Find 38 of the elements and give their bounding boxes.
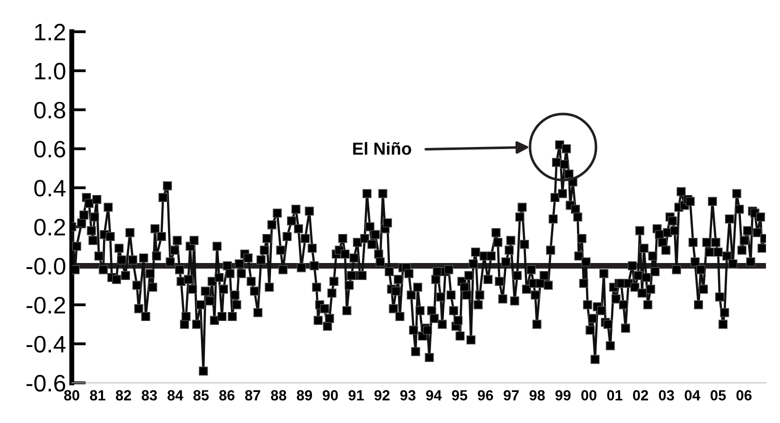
x-tick-label: 83 bbox=[142, 390, 157, 400]
x-tick-label: 94 bbox=[426, 390, 442, 400]
x-tick-label: 90 bbox=[322, 390, 338, 400]
annotation: El Niño bbox=[353, 142, 412, 155]
x-tick-label: 00 bbox=[581, 390, 596, 400]
x-tick-label: 02 bbox=[633, 390, 648, 400]
x-tick-label: 98 bbox=[530, 390, 545, 400]
x-tick-label: 96 bbox=[478, 390, 494, 400]
x-tick-label: 99 bbox=[555, 390, 571, 400]
x-tick-label: 92 bbox=[374, 390, 390, 400]
x-tick-label: 85 bbox=[193, 390, 209, 400]
x-tick-label: 04 bbox=[684, 390, 700, 400]
x-tick-label: 84 bbox=[168, 390, 184, 400]
x-tick-label: 93 bbox=[400, 390, 416, 400]
y-tick-label: 1.2 bbox=[35, 24, 66, 40]
y-tick-label: 0.8 bbox=[34, 102, 66, 119]
x-tick-label: 89 bbox=[296, 390, 312, 400]
y-tick-label: -0.6 bbox=[26, 374, 66, 392]
y-tick-label: 0.2 bbox=[34, 218, 66, 236]
x-tick-label: 95 bbox=[452, 390, 468, 400]
y-tick-label: 1.0 bbox=[35, 62, 66, 80]
y-tick-label: -0.2 bbox=[26, 296, 66, 314]
x-tick-label: 86 bbox=[219, 390, 234, 400]
x-tick-label: 06 bbox=[736, 390, 752, 400]
y-tick-label: 0.6 bbox=[34, 140, 66, 158]
x-tick-label: 91 bbox=[348, 390, 364, 400]
x-tick-label: 97 bbox=[504, 390, 519, 400]
x-tick-label: 01 bbox=[607, 390, 622, 400]
x-tick-label: 03 bbox=[658, 390, 674, 400]
x-tick-label: 87 bbox=[245, 390, 260, 400]
x-tick-label: 82 bbox=[116, 390, 131, 400]
y-tick-label: -0.4 bbox=[26, 336, 66, 353]
x-tick-label: 81 bbox=[90, 390, 106, 400]
x-tick-label: 05 bbox=[710, 390, 726, 400]
y-tick-label: -0.0 bbox=[26, 258, 66, 275]
x-tick-label: 80 bbox=[64, 390, 80, 400]
y-tick-label: 0.4 bbox=[34, 180, 66, 197]
x-tick-label: 88 bbox=[270, 390, 286, 400]
